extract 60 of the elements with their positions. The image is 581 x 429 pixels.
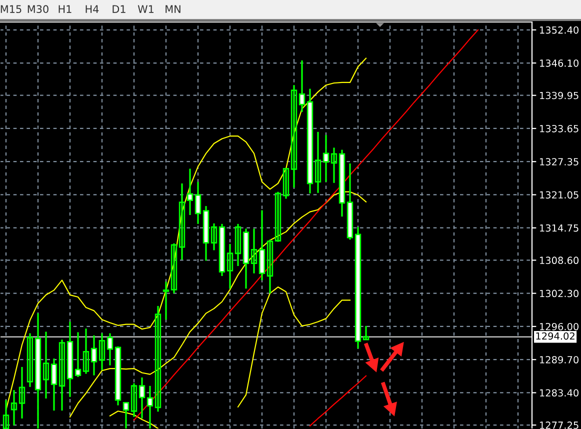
- candlestick: [146, 385, 154, 429]
- candlestick: [170, 242, 178, 294]
- candlestick: [322, 134, 330, 183]
- candlestick: [82, 328, 90, 375]
- candlestick: [258, 209, 266, 282]
- y-tick-label: 1314.75: [540, 224, 578, 232]
- candlestick: [130, 382, 138, 418]
- line-series: [309, 375, 367, 426]
- text: MN: [166, 5, 180, 13]
- candlestick: [298, 60, 306, 113]
- y-tick-label: 1321.05: [540, 191, 578, 199]
- text: M15: [0, 5, 22, 14]
- candlestick: [330, 146, 338, 184]
- candlestick: [234, 223, 242, 267]
- text: W1: [138, 5, 154, 13]
- y-tick-label: 1339.95: [540, 92, 578, 100]
- candlestick: [2, 399, 10, 429]
- y-tick-label: 1333.65: [540, 124, 578, 132]
- text: M30: [28, 5, 48, 14]
- candlestick: [138, 376, 146, 420]
- candlestick: [362, 325, 370, 340]
- line-series: [133, 29, 479, 421]
- y-tick-label: 1327.35: [540, 158, 578, 166]
- y-tick-label: 1352.40: [540, 26, 579, 34]
- candlestick: [50, 358, 58, 412]
- candlestick: [274, 191, 282, 243]
- candlestick: [90, 334, 98, 376]
- text: H4: [86, 5, 99, 13]
- y-tick-label: 1346.10: [540, 59, 579, 67]
- candlestick: [42, 330, 50, 400]
- ref-line-label: 1294.02: [536, 332, 574, 340]
- candlestick: [10, 389, 18, 426]
- y-tick-label: 1302.30: [540, 290, 579, 298]
- candlestick: [178, 182, 186, 261]
- candlestick: [26, 332, 34, 388]
- candlestick: [186, 168, 194, 216]
- y-tick-label: 1308.60: [540, 256, 579, 264]
- candlestick: [58, 338, 66, 412]
- text: D1: [112, 5, 126, 13]
- candlestick: [74, 331, 82, 378]
- candlestick: [226, 243, 234, 290]
- y-tick-label: 1277.25: [540, 422, 578, 429]
- candlestick: [154, 305, 162, 412]
- candlestick: [106, 332, 114, 366]
- candlestick: [250, 228, 258, 274]
- text: H1: [58, 5, 72, 13]
- candlestick: [98, 332, 106, 371]
- candlestick: [282, 168, 290, 200]
- candlestick: [18, 366, 26, 420]
- candlestick: [290, 84, 298, 188]
- y-tick-label: 1296.00: [540, 322, 579, 330]
- candlestick: [210, 222, 218, 252]
- candlestick: [162, 280, 170, 320]
- candlestick: [314, 131, 322, 194]
- candlestick: [194, 181, 202, 225]
- candlestick: [266, 238, 274, 294]
- candlestick: [122, 402, 130, 429]
- y-tick-label: 1283.40: [540, 389, 579, 397]
- line-series: [69, 191, 367, 418]
- y-tick-label: 1289.70: [540, 356, 579, 364]
